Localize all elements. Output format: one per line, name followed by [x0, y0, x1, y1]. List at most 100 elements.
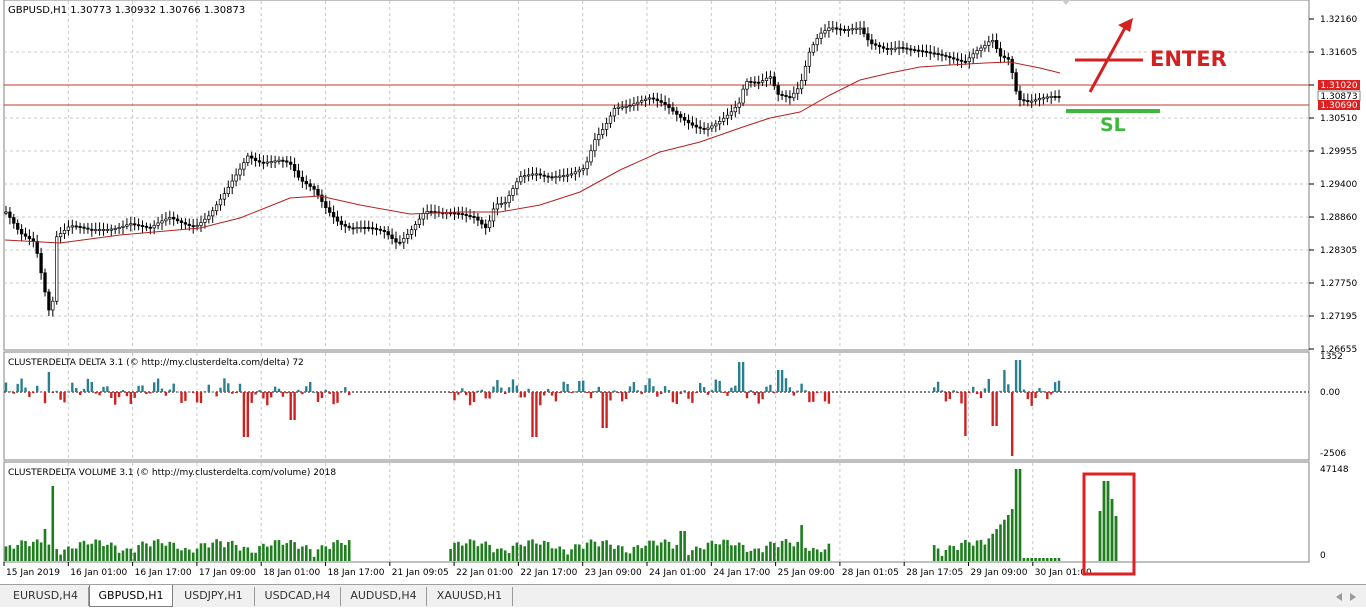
tab-gbpusd-h1[interactable]: GBPUSD,H1 — [89, 585, 173, 607]
candle-body — [667, 104, 671, 109]
delta-bar — [28, 392, 31, 398]
tab-eurusd-h4[interactable]: EURUSD,H4 — [3, 587, 89, 606]
price-axis-label: 1.30510 — [1320, 114, 1357, 124]
delta-pane[interactable] — [3, 351, 1310, 461]
volume-bar — [948, 545, 952, 561]
delta-bar — [289, 392, 292, 420]
delta-bar — [449, 392, 452, 393]
delta-bar — [691, 392, 694, 403]
volume-bar — [492, 552, 495, 561]
delta-bar — [51, 392, 54, 393]
delta-bar — [808, 392, 811, 403]
delta-bar — [227, 383, 230, 392]
candle-body — [58, 233, 63, 238]
delta-bar — [488, 392, 491, 399]
delta-bar — [550, 392, 554, 396]
candle-body — [90, 228, 94, 231]
candle-body — [406, 234, 410, 239]
volume-bar — [940, 555, 944, 561]
tab-usdjpy-h1[interactable]: USDJPY,H1 — [173, 587, 255, 606]
scroll-right-icon[interactable] — [1350, 593, 1356, 601]
tab-xauusd-h1[interactable]: XAUUSD,H1 — [427, 587, 513, 606]
volume-bar — [589, 539, 593, 561]
stop-loss-label: SL — [1100, 114, 1126, 136]
time-axis-label: 22 Jan 01:00 — [456, 568, 513, 578]
candle-body — [335, 216, 340, 222]
delta-bar — [687, 392, 690, 399]
candle-body — [351, 227, 355, 230]
delta-bar — [192, 392, 195, 393]
delta-bar — [293, 392, 296, 420]
candle-body — [62, 229, 67, 234]
candle-body — [893, 47, 897, 50]
candle-body — [129, 223, 133, 226]
volume-bar — [347, 540, 351, 561]
delta-bar — [149, 392, 152, 394]
delta-bar — [32, 392, 35, 394]
delta-bar — [465, 392, 468, 396]
candle-body — [706, 127, 710, 130]
price-badge-bottom-label: 1.30690 — [1320, 101, 1357, 111]
candle-body — [530, 173, 535, 176]
volume-bar — [1014, 469, 1018, 561]
volume-bar — [632, 546, 636, 561]
candle-body — [577, 169, 581, 173]
delta-bar — [480, 389, 483, 392]
delta-bar — [168, 389, 171, 392]
delta-bar — [254, 392, 257, 395]
candle-body — [913, 49, 917, 52]
candle-body — [690, 122, 695, 126]
candle-body — [386, 231, 390, 236]
chart-shift-marker[interactable] — [1062, 0, 1070, 5]
volume-bar — [702, 549, 706, 561]
delta-bar — [24, 387, 27, 392]
candle-body — [920, 50, 925, 53]
candle-body — [160, 220, 164, 224]
delta-bar — [960, 392, 963, 404]
candle-body — [144, 225, 149, 228]
tab-audusd-h4[interactable]: AUDUSD,H4 — [341, 587, 427, 606]
delta-bar — [617, 392, 620, 393]
volume-bar — [597, 546, 601, 561]
volume-bar — [960, 542, 963, 561]
candle-body — [499, 203, 503, 205]
delta-bar — [777, 370, 780, 392]
delta-bar — [628, 386, 632, 392]
delta-bar — [156, 378, 160, 392]
delta-axis-label: -2506 — [1320, 449, 1346, 459]
delta-bar — [188, 391, 191, 393]
delta-bar — [129, 392, 132, 404]
candle-body — [671, 107, 675, 112]
candle-body — [554, 176, 558, 179]
tab-scroll[interactable] — [1332, 589, 1360, 603]
candle-body — [285, 160, 289, 163]
candle-body — [226, 186, 230, 195]
candle-body — [343, 224, 347, 227]
candle-body — [889, 48, 893, 51]
volume-bar — [293, 542, 296, 561]
tab-usdcad-h4[interactable]: USDCAD,H4 — [255, 587, 341, 606]
candle-body — [1014, 72, 1018, 92]
delta-bar — [1003, 370, 1006, 392]
candle-body — [682, 117, 687, 121]
volume-pane-title: CLUSTERDELTA VOLUME 3.1 (© http://my.clu… — [8, 468, 336, 478]
volume-bar — [620, 546, 624, 561]
candle-body — [242, 162, 246, 170]
candle-body — [916, 49, 921, 52]
scroll-left-icon[interactable] — [1336, 593, 1342, 601]
projected-volume-bar — [1102, 481, 1106, 561]
delta-bar — [47, 372, 51, 392]
volume-bar — [792, 546, 796, 561]
candle-body — [300, 176, 305, 182]
volume-bar — [12, 548, 16, 561]
time-axis-label: 24 Jan 17:00 — [713, 568, 770, 578]
volume-bar — [1018, 469, 1022, 561]
delta-bar — [823, 392, 827, 402]
delta-bar — [539, 392, 542, 406]
price-pane[interactable] — [3, 0, 1310, 351]
candle-body — [86, 227, 90, 230]
volume-bar — [609, 544, 612, 561]
candle-body — [643, 98, 648, 101]
time-axis-label: 17 Jan 09:00 — [199, 568, 256, 578]
